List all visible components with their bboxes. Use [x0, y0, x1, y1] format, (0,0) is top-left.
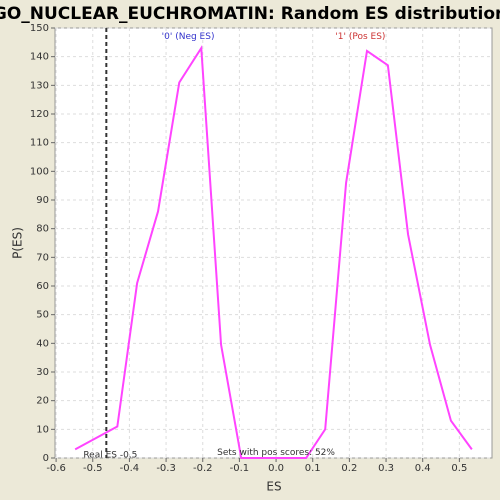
y-tick-label: 10 [36, 424, 49, 435]
y-tick-label: 30 [36, 367, 49, 378]
x-tick-label: -0.6 [46, 463, 66, 474]
x-tick-label: 0.1 [305, 463, 321, 474]
x-tick-label: -0.4 [120, 463, 140, 474]
annotation: '1' (Pos ES) [335, 32, 385, 42]
real-es-label: Real ES -0.5 [83, 451, 137, 461]
chart-title: GO_NUCLEAR_EUCHROMATIN: Random ES distri… [0, 4, 500, 24]
x-tick-label: -0.5 [83, 463, 103, 474]
y-tick-label: 50 [36, 310, 49, 321]
y-tick-label: 60 [36, 281, 49, 292]
y-axis-label: P(ES) [11, 227, 25, 259]
x-tick-label: -0.3 [156, 463, 176, 474]
y-tick-label: 110 [30, 138, 49, 149]
plot-area [54, 27, 493, 459]
y-tick-label: 120 [30, 109, 49, 120]
y-tick-label: 90 [36, 195, 49, 206]
y-tick-label: 80 [36, 224, 49, 235]
x-tick-label: 0.2 [341, 463, 357, 474]
y-tick-label: 140 [30, 52, 49, 63]
y-tick-label: 100 [30, 166, 49, 177]
y-tick-label: 0 [43, 453, 49, 464]
x-tick-label: 0.4 [415, 463, 431, 474]
annotation: '0' (Neg ES) [162, 32, 215, 42]
y-tick-label: 70 [36, 252, 49, 263]
line-series [74, 44, 473, 459]
x-tick-label: 0.3 [378, 463, 394, 474]
y-tick-label: 130 [30, 80, 49, 91]
y-tick-label: 20 [36, 396, 49, 407]
x-tick-label: 0.0 [268, 463, 284, 474]
y-tick-label: 40 [36, 338, 49, 349]
x-tick-label: -0.2 [193, 463, 213, 474]
annotation: Sets with pos scores: 52% [217, 448, 335, 458]
x-tick-label: 0.5 [451, 463, 467, 474]
x-tick-label: -0.1 [230, 463, 250, 474]
y-tick-label: 150 [30, 23, 49, 34]
x-axis-label: ES [266, 480, 281, 494]
